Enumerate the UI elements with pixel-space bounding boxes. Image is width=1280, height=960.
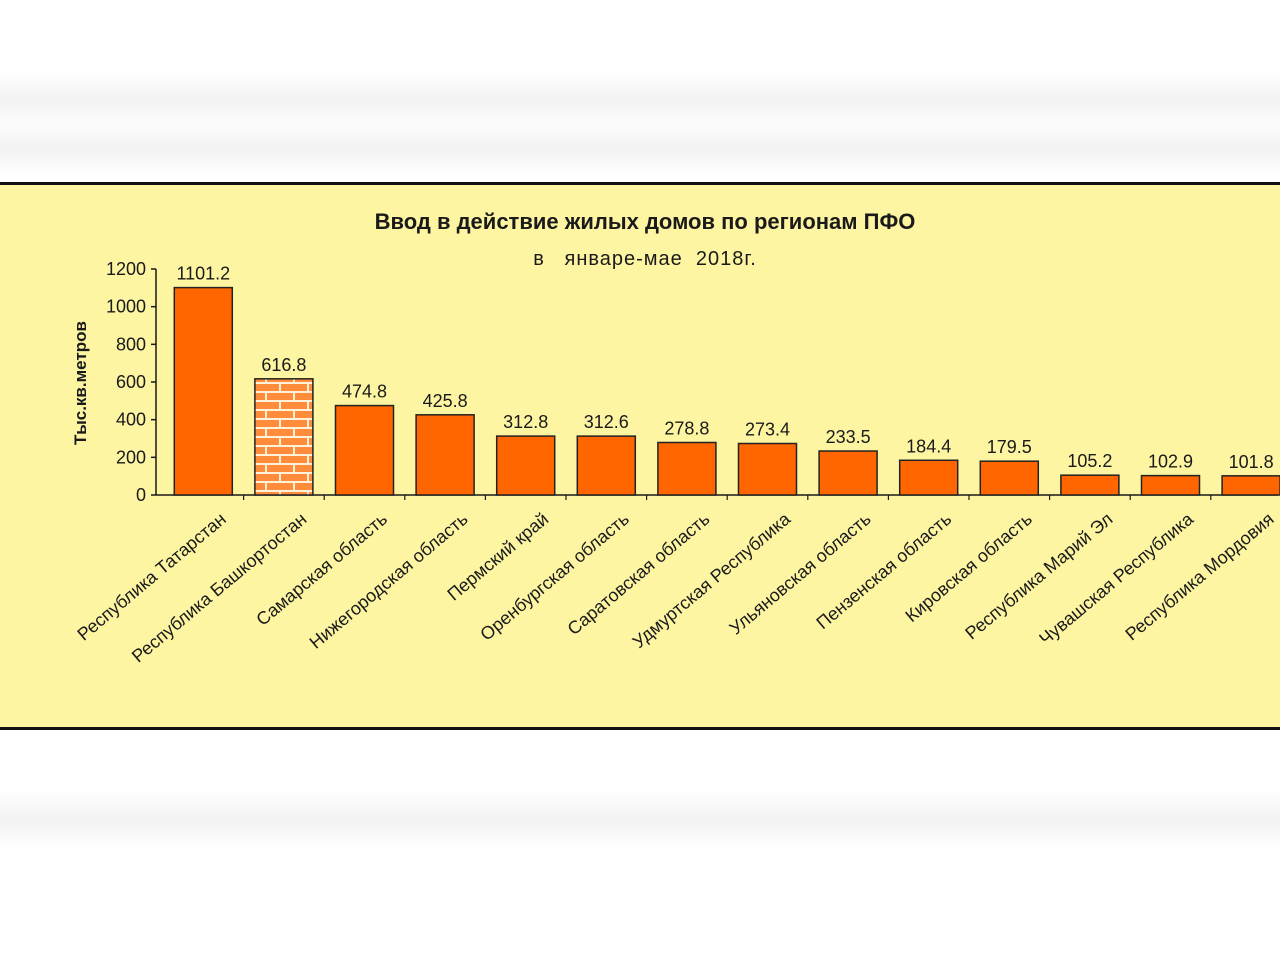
- bar: [254, 378, 314, 496]
- plot-area: 0 200 400 600 800 1000 1200 1101.2 Республика Та…: [73, 259, 1280, 666]
- title-band: [0, 185, 1280, 271]
- data-label: 105.2: [1067, 451, 1112, 471]
- bar: [415, 414, 475, 496]
- y-tick-label: 800: [116, 334, 146, 354]
- data-label: 233.5: [826, 427, 871, 447]
- y-tick-label: 1000: [106, 297, 146, 317]
- y-tick-label: 0: [136, 485, 146, 505]
- data-label: 312.8: [503, 412, 548, 432]
- chart-subtitle: в январе-мае 2018г.: [533, 248, 757, 270]
- background-blur-bottom: [0, 790, 1280, 850]
- category-label: Ульяновская область: [726, 509, 875, 639]
- bar: [173, 286, 234, 496]
- data-label: 616.8: [261, 355, 306, 375]
- category-label: Республика Марий Эл: [961, 509, 1116, 644]
- data-label: 102.9: [1148, 452, 1193, 472]
- bar: [334, 404, 395, 496]
- data-label: 425.8: [423, 391, 468, 411]
- y-tick-label: 1200: [106, 259, 146, 279]
- bar-chart: Ввод в действие жилых домов по регионам …: [0, 185, 1280, 666]
- bar: [1060, 474, 1120, 496]
- y-tick-label: 400: [116, 410, 146, 430]
- category-label: Удмуртская Республика: [629, 508, 795, 652]
- data-label: 184.4: [906, 436, 951, 456]
- category-label: Пензенская область: [813, 509, 956, 633]
- y-axis-label: Тыс.кв.метров: [71, 321, 90, 445]
- bar: [979, 460, 1040, 496]
- data-label: 179.5: [987, 437, 1032, 457]
- bar: [737, 442, 798, 496]
- bar: [576, 435, 637, 496]
- bar: [495, 435, 556, 496]
- y-tick-label: 200: [116, 447, 146, 467]
- category-label: Самарская область: [252, 509, 391, 630]
- chart-panel: Ввод в действие жилых домов по регионам …: [0, 182, 1280, 730]
- category-label: Нижегородская область: [306, 509, 472, 653]
- data-label: 273.4: [745, 420, 790, 440]
- data-label: 312.6: [584, 412, 629, 432]
- data-label: 474.8: [342, 382, 387, 402]
- category-label: Республика Мордовия: [1121, 509, 1277, 645]
- bar: [1221, 475, 1280, 496]
- bar: [657, 441, 717, 496]
- bar: [818, 450, 878, 496]
- category-label: Республика Татарстан: [73, 509, 229, 645]
- y-tick-label: 600: [116, 372, 146, 392]
- data-label: 278.8: [664, 418, 709, 438]
- background-blur-top-2: [0, 118, 1280, 178]
- category-label: Оренбургская область: [476, 509, 633, 645]
- data-label: 101.8: [1229, 452, 1274, 472]
- category-label: Чувашская Республика: [1035, 508, 1197, 649]
- data-label: 1101.2: [176, 264, 230, 284]
- chart-title: Ввод в действие жилых домов по регионам …: [375, 209, 916, 234]
- category-label: Саратовская область: [564, 509, 714, 639]
- bar: [1140, 474, 1201, 496]
- bar: [898, 459, 959, 496]
